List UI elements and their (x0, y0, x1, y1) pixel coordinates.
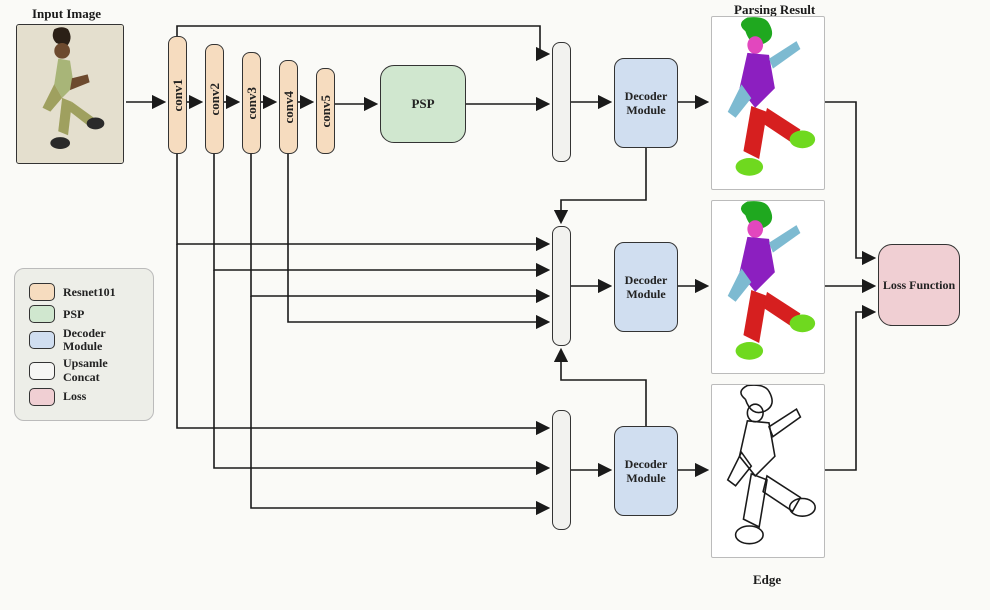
conv2-block: conv2 (205, 44, 224, 154)
decoder-1: Decoder Module (614, 58, 678, 148)
parsing-result-2 (711, 200, 825, 374)
input-image-label: Input Image (32, 6, 101, 22)
psp-block: PSP (380, 65, 466, 143)
edge-label: Edge (753, 572, 781, 588)
parsing-result-1 (711, 16, 825, 190)
legend-item-upsample: Upsamle Concat (29, 357, 139, 383)
decoder-1-label: Decoder Module (615, 89, 677, 118)
edge-result (711, 384, 825, 558)
decoder-3-label: Decoder Module (615, 457, 677, 486)
input-image (16, 24, 124, 164)
legend: Resnet101 PSP Decoder Module Upsamle Con… (14, 268, 154, 421)
loss-label: Loss Function (883, 278, 955, 292)
decoder-2-label: Decoder Module (615, 273, 677, 302)
legend-item-psp: PSP (29, 305, 139, 323)
decoder-2: Decoder Module (614, 242, 678, 332)
loss-block: Loss Function (878, 244, 960, 326)
upsample-concat-2 (552, 226, 571, 346)
conv5-block: conv5 (316, 68, 335, 154)
conv1-block: conv1 (168, 36, 187, 154)
legend-item-loss: Loss (29, 388, 139, 406)
upsample-concat-3 (552, 410, 571, 530)
legend-item-decoder: Decoder Module (29, 327, 139, 353)
decoder-3: Decoder Module (614, 426, 678, 516)
conv4-block: conv4 (279, 60, 298, 154)
legend-item-resnet: Resnet101 (29, 283, 139, 301)
conv3-block: conv3 (242, 52, 261, 154)
upsample-concat-1 (552, 42, 571, 162)
